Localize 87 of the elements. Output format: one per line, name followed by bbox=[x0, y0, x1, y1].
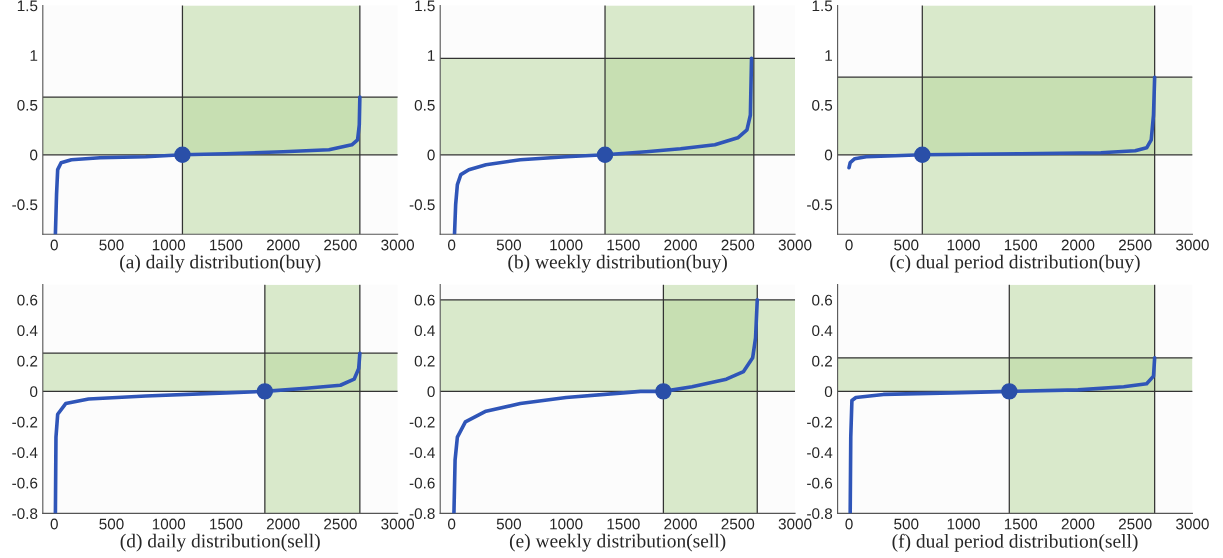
y-tick-label: -0.8 bbox=[12, 508, 38, 520]
x-tick-label: 500 bbox=[99, 239, 124, 251]
y-tick-label: 0.6 bbox=[812, 294, 833, 306]
x-tick-label: 2500 bbox=[1118, 518, 1152, 530]
y-tick-label: 0.2 bbox=[812, 355, 832, 367]
x-tick-label: 1000 bbox=[947, 239, 980, 251]
x-tick-label: 1500 bbox=[607, 239, 640, 251]
x-axis-title: (e) weekly distribution(sell) bbox=[509, 533, 726, 552]
y-tick-label: -0.6 bbox=[12, 477, 38, 489]
x-tick-label: 3000 bbox=[1176, 239, 1209, 251]
x-tick-label: 2000 bbox=[266, 239, 300, 251]
x-tick-label: 2000 bbox=[664, 518, 697, 530]
x-tick-label: 1500 bbox=[607, 518, 640, 530]
y-tick-label: 0.5 bbox=[17, 99, 38, 111]
y-tick-label: -0.4 bbox=[12, 447, 38, 459]
y-tick-label: 0.4 bbox=[414, 325, 435, 337]
x-tick-label: 3000 bbox=[1176, 518, 1209, 530]
y-tick-label: -0.5 bbox=[807, 199, 833, 211]
y-tick-label: -0.2 bbox=[409, 416, 435, 428]
x-tick-label: 0 bbox=[845, 518, 853, 530]
y-tick-label: 0.5 bbox=[812, 99, 833, 111]
x-tick-label: 1000 bbox=[152, 239, 186, 251]
x-tick-label: 2000 bbox=[266, 518, 300, 530]
x-tick-label: 1500 bbox=[210, 518, 243, 530]
x-tick-label: 2500 bbox=[721, 239, 755, 251]
x-tick-label: 1000 bbox=[550, 239, 583, 251]
y-tick-label: 1.5 bbox=[17, 0, 38, 12]
y-tick-label: 0 bbox=[30, 386, 38, 398]
y-tick-label: 0.4 bbox=[17, 325, 38, 337]
y-tick-label: 1.5 bbox=[415, 0, 435, 12]
y-tick-label: -0.6 bbox=[807, 477, 833, 489]
y-tick-label: 0.2 bbox=[414, 355, 435, 367]
y-tick-label: -0.4 bbox=[409, 447, 435, 459]
y-tick-label: -0.2 bbox=[12, 416, 38, 428]
y-tick-label: 1.5 bbox=[812, 0, 833, 12]
x-tick-label: 1500 bbox=[210, 239, 243, 251]
x-tick-label: 500 bbox=[496, 518, 522, 530]
y-tick-label: 0.2 bbox=[17, 355, 38, 367]
x-tick-label: 2000 bbox=[1061, 239, 1095, 251]
x-tick-label: 0 bbox=[50, 518, 58, 530]
y-tick-label: -0.6 bbox=[409, 477, 435, 489]
x-axis-title: (a) daily distribution(buy) bbox=[120, 254, 321, 273]
y-tick-label: -0.5 bbox=[409, 199, 435, 211]
x-tick-label: 0 bbox=[448, 239, 456, 251]
y-tick-label: 1 bbox=[825, 50, 832, 61]
y-tick-label: -0.5 bbox=[12, 199, 38, 211]
y-tick-label: -0.8 bbox=[409, 508, 435, 520]
x-tick-label: 1500 bbox=[1004, 239, 1038, 251]
y-tick-label: 0 bbox=[824, 386, 833, 398]
x-tick-label: 2500 bbox=[1118, 239, 1152, 251]
y-tick-label: -0.8 bbox=[807, 508, 833, 520]
y-tick-label: 0.6 bbox=[414, 294, 435, 306]
x-tick-label: 2000 bbox=[664, 239, 697, 251]
x-tick-label: 2500 bbox=[721, 518, 755, 530]
x-tick-label: 3000 bbox=[778, 239, 812, 251]
x-tick-label: 2500 bbox=[324, 518, 357, 530]
x-axis-title: (c) dual period distribution(buy) bbox=[890, 254, 1140, 273]
x-tick-label: 0 bbox=[845, 239, 853, 251]
x-tick-label: 3000 bbox=[381, 239, 415, 251]
x-tick-label: 500 bbox=[99, 518, 124, 530]
y-tick-label: 0.4 bbox=[812, 325, 833, 337]
y-tick-label: -0.4 bbox=[807, 447, 833, 459]
y-tick-label: 1 bbox=[428, 50, 435, 61]
x-tick-label: 1000 bbox=[152, 518, 186, 530]
x-tick-label: 0 bbox=[50, 239, 58, 251]
x-tick-label: 1500 bbox=[1004, 518, 1038, 530]
x-axis-title: (b) weekly distribution(buy) bbox=[508, 254, 727, 273]
y-tick-label: 1 bbox=[30, 50, 38, 61]
x-tick-label: 500 bbox=[894, 518, 919, 530]
y-tick-label: 0.5 bbox=[414, 99, 435, 111]
y-tick-label: 0.6 bbox=[17, 294, 38, 306]
x-tick-label: 500 bbox=[894, 239, 919, 251]
x-tick-label: 2500 bbox=[324, 239, 357, 251]
y-tick-label: 0 bbox=[30, 149, 38, 161]
x-tick-label: 3000 bbox=[778, 518, 812, 530]
x-tick-label: 2000 bbox=[1061, 518, 1095, 530]
x-axis-title: (d) daily distribution(sell) bbox=[120, 533, 320, 552]
x-axis-title: (f) dual period distribution(sell) bbox=[892, 533, 1138, 552]
x-tick-label: 1000 bbox=[550, 518, 583, 530]
y-tick-label: 0 bbox=[824, 149, 833, 161]
x-tick-label: 500 bbox=[496, 239, 522, 251]
x-tick-label: 1000 bbox=[947, 518, 980, 530]
y-tick-label: 0 bbox=[427, 149, 435, 161]
y-tick-label: -0.2 bbox=[807, 416, 832, 428]
y-tick-label: 0 bbox=[427, 386, 435, 398]
x-tick-label: 0 bbox=[448, 518, 456, 530]
x-tick-label: 3000 bbox=[381, 518, 415, 530]
